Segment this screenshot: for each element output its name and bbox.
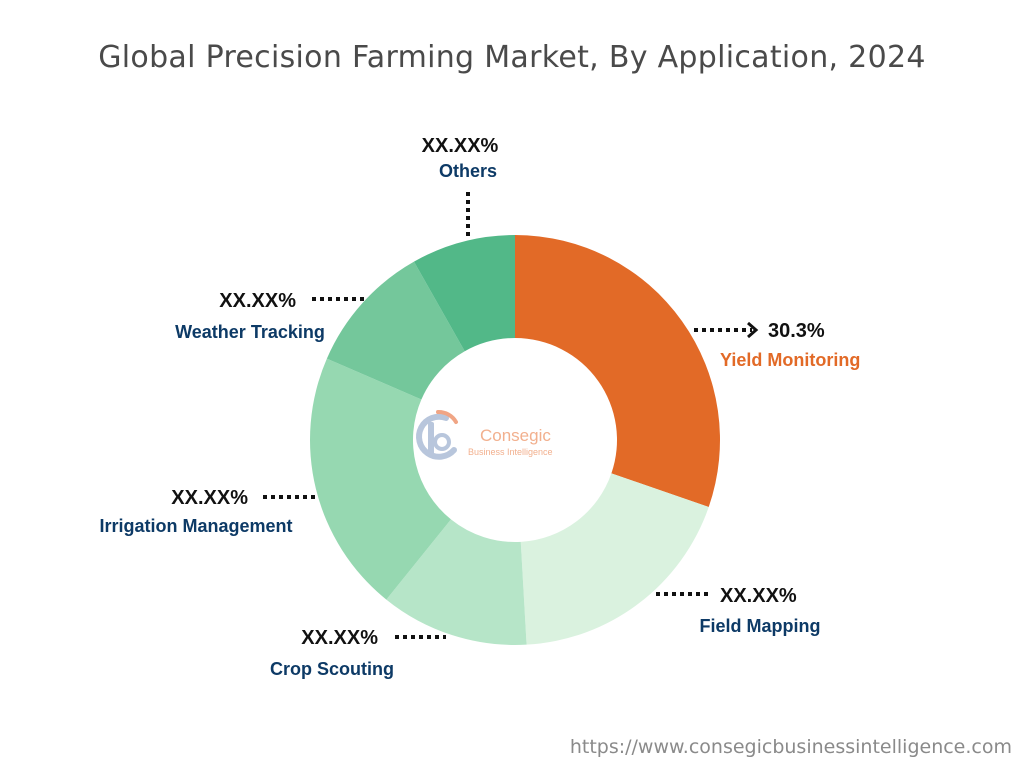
slice-yield-monitoring bbox=[515, 235, 720, 508]
value-label-field-mapping: XX.XX% bbox=[720, 585, 797, 607]
slice-irrigation-management bbox=[309, 358, 451, 600]
footer-url: https://www.consegicbusinessintelligence… bbox=[569, 736, 1012, 758]
slice-weather-tracking bbox=[326, 261, 465, 400]
slice-crop-scouting bbox=[386, 519, 527, 645]
logo-dot bbox=[433, 433, 451, 451]
category-label-weather-tracking: Weather Tracking bbox=[175, 322, 325, 342]
slice-labels: 30.3% Yield Monitoring XX.XX% Field Mapping… bbox=[99, 135, 860, 679]
category-label-yield-monitoring: Yield Monitoring bbox=[720, 350, 860, 370]
value-label-irrigation-management: XX.XX% bbox=[171, 487, 248, 509]
logo-tagline: Business Intelligence bbox=[468, 447, 553, 457]
category-label-irrigation-management: Irrigation Management bbox=[99, 516, 292, 536]
logo-bar bbox=[428, 422, 434, 456]
leader-arrow-yield-monitoring bbox=[747, 321, 759, 339]
logo-arc bbox=[436, 410, 458, 424]
chart-title: Global Precision Farming Market, By Appl… bbox=[98, 40, 926, 75]
value-label-crop-scouting: XX.XX% bbox=[301, 627, 378, 649]
leader-lines bbox=[263, 192, 759, 639]
value-label-weather-tracking: XX.XX% bbox=[219, 290, 296, 312]
value-label-yield-monitoring: 30.3% bbox=[768, 320, 825, 342]
logo-name: Consegic bbox=[480, 426, 551, 445]
donut-slices bbox=[309, 235, 720, 645]
slice-field-mapping bbox=[520, 473, 709, 645]
category-label-field-mapping: Field Mapping bbox=[700, 616, 821, 636]
category-label-crop-scouting: Crop Scouting bbox=[270, 659, 394, 679]
category-label-others: Others bbox=[439, 161, 497, 181]
slice-others bbox=[413, 235, 515, 352]
logo-ring bbox=[416, 413, 457, 460]
value-label-others: XX.XX% bbox=[422, 135, 499, 157]
watermark-logo: Consegic Business Intelligence bbox=[416, 410, 553, 460]
